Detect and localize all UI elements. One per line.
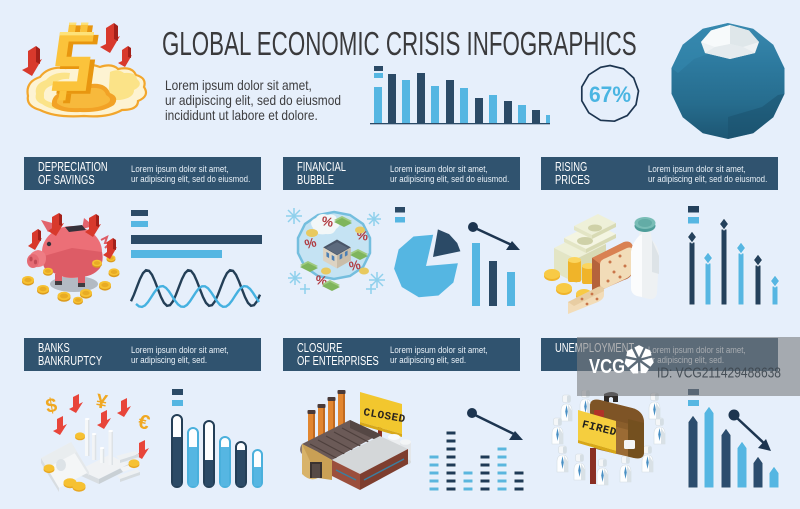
- svg-text:67%: 67%: [589, 82, 631, 107]
- svg-text:¥: ¥: [94, 390, 110, 414]
- svg-text:VCG: VCG: [589, 356, 625, 378]
- svg-text:%: %: [320, 213, 334, 230]
- svg-text:€: €: [136, 411, 152, 435]
- svg-text:$: $: [44, 394, 59, 418]
- svg-text:%: %: [348, 257, 363, 274]
- svg-text:ID: VCG211429488638: ID: VCG211429488638: [657, 365, 781, 382]
- svg-text:%: %: [303, 234, 318, 252]
